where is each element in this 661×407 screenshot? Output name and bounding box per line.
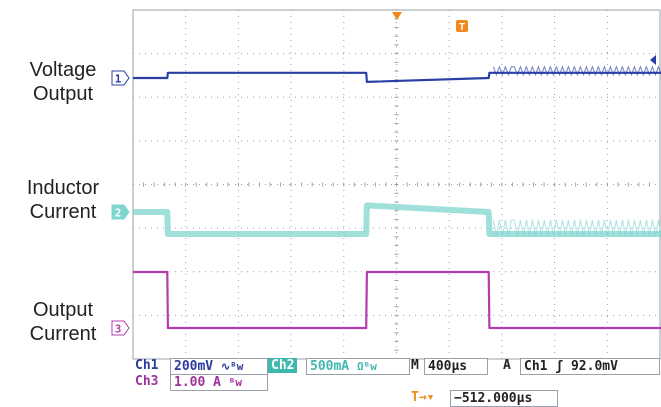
ch1-scale: 200mV ∿ᴮw xyxy=(170,358,268,375)
trigger-level: 92.0mV xyxy=(570,359,618,374)
inductor-current-label: Inductor Current xyxy=(26,177,100,223)
ch2-marker-shape xyxy=(111,204,130,220)
trigger-level-arrow xyxy=(650,55,656,65)
output-current-label: Output Current xyxy=(29,299,97,345)
ch2-coupling-symbol: Ωᴮw xyxy=(356,360,377,373)
graticule xyxy=(132,9,661,360)
ch2-marker-text: 2 xyxy=(115,207,122,220)
ch2-marker: 2 xyxy=(111,204,130,220)
trace-3 xyxy=(133,270,661,330)
trigger-position-value: −512.000µs xyxy=(450,390,558,407)
trace-1-ripple xyxy=(492,65,661,77)
ch3-scale: 1.00 A ᴮw xyxy=(170,374,268,391)
voltage-output-label: Voltage Output xyxy=(29,59,97,105)
ch1-marker: 1 xyxy=(111,70,130,86)
acquisition-mode: A xyxy=(503,358,511,373)
ch3-marker-shape xyxy=(111,320,130,336)
trigger-position-icon: T→▾ xyxy=(411,390,435,405)
traces xyxy=(133,65,661,330)
ch1-marker-shape xyxy=(111,70,130,86)
ch3-name: Ch3 xyxy=(135,374,159,389)
ch3-scale-value: 1.00 A xyxy=(174,375,221,390)
ch2-name: Ch2 xyxy=(268,358,298,373)
channel-markers: 1 2 3 T xyxy=(111,12,656,336)
trace-1 xyxy=(133,71,661,83)
timebase-value: 400µs xyxy=(424,358,488,375)
ch2-scale: 500mA Ωᴮw xyxy=(306,358,410,375)
trace-2-ripple xyxy=(492,219,661,237)
ch1-marker-text: 1 xyxy=(115,73,122,86)
ch1-coupling-symbol: ∿ᴮw xyxy=(220,360,244,373)
trigger-source: Ch1 xyxy=(524,359,548,374)
ch3-marker-text: 3 xyxy=(115,323,122,336)
trigger-badge xyxy=(456,20,468,32)
trigger-settings: Ch1 ʃ 92.0mV xyxy=(520,358,660,375)
ch1-scale-value: 200mV xyxy=(174,359,214,374)
ch2-scale-value: 500mA xyxy=(310,359,350,374)
ch3-marker: 3 xyxy=(111,320,130,336)
trace-2 xyxy=(133,202,661,237)
ch1-name: Ch1 xyxy=(135,358,159,373)
timebase-label: M xyxy=(411,358,419,373)
trigger-slope-icon: ʃ xyxy=(555,359,564,374)
ch3-coupling-symbol: ᴮw xyxy=(228,376,243,389)
trigger-badge-text: T xyxy=(459,22,465,33)
trigger-time-arrow xyxy=(392,12,402,20)
